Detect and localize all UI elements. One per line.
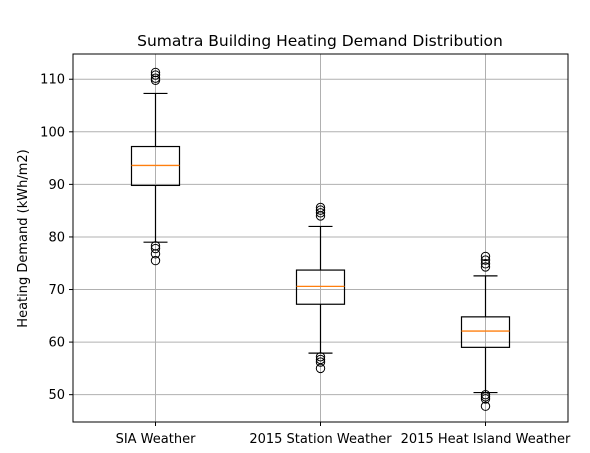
outlier-point (150, 70, 161, 80)
y-tick-label: 100 (40, 125, 65, 140)
outlier-point (315, 357, 326, 367)
x-tick-label: SIA Weather (116, 432, 197, 447)
box-2 (295, 202, 346, 374)
y-axis-label: Heating Demand (kWh/m2) (16, 149, 31, 327)
outlier-point (480, 259, 491, 269)
outlier-point (480, 401, 491, 411)
outlier-point (480, 394, 491, 404)
y-tick-label: 50 (48, 388, 65, 403)
outlier-point (480, 251, 491, 262)
outlier-point (315, 208, 326, 218)
y-tick-label: 70 (48, 283, 65, 298)
outlier-point (315, 363, 326, 374)
y-tick-label: 60 (48, 336, 65, 351)
outlier-point (150, 255, 161, 266)
outlier-point (480, 262, 491, 272)
x-tick-label: 2015 Heat Island Weather (401, 432, 571, 447)
outlier-point (150, 67, 161, 78)
outlier-point (315, 354, 326, 365)
outlier-point (150, 241, 161, 251)
x-axis-ticks: SIA Weather 2015 Station Weather 2015 Heat… (116, 422, 571, 447)
box-3 (460, 251, 511, 411)
outlier-point (150, 73, 161, 83)
box-1 (130, 67, 181, 266)
iqr-box (295, 269, 346, 305)
iqr-box (460, 316, 511, 348)
outlier-point (150, 243, 161, 254)
outlier-point (315, 205, 326, 215)
y-axis-ticks: 50 60 70 80 90 100 110 (40, 73, 73, 403)
y-tick-label: 90 (48, 178, 65, 193)
outlier-point (150, 249, 161, 259)
chart-title: Sumatra Building Heating Demand Distribu… (137, 32, 503, 50)
outlier-point (315, 202, 326, 213)
y-tick-label: 110 (40, 73, 65, 88)
y-tick-label: 80 (48, 230, 65, 245)
box-series (130, 67, 511, 411)
outlier-point (315, 352, 326, 362)
x-tick-label: 2015 Station Weather (249, 432, 392, 447)
outlier-point (480, 255, 491, 265)
